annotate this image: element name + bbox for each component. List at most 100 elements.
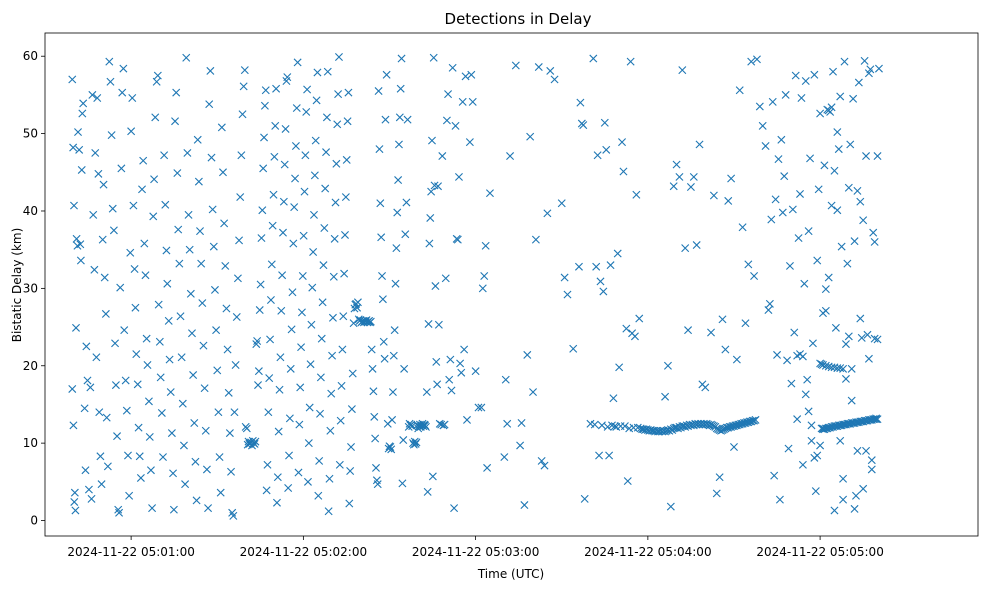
data-point [97,480,106,489]
data-point [603,422,612,431]
data-point [293,58,302,67]
y-tick: 10 [23,436,45,450]
y-tick: 0 [30,514,45,528]
data-point [844,183,853,192]
data-point [81,466,90,475]
data-point [235,236,244,245]
data-point [366,317,375,326]
data-point [520,501,529,510]
data-point [456,359,465,368]
data-point [310,210,318,219]
data-point [793,415,802,424]
data-point [165,355,174,364]
data-point [597,421,606,430]
data-point [306,360,315,369]
data-point [70,201,78,210]
data-point [238,110,247,119]
data-point [599,287,608,296]
scatter-markers [68,53,883,520]
data-point [316,409,325,418]
data-point [870,334,879,343]
axes-spine [44,32,979,537]
data-point [537,456,546,465]
data-point [342,155,351,164]
data-point [292,104,301,113]
data-point [506,152,515,161]
data-point [444,90,453,99]
data-point [467,70,476,79]
data-point [146,466,155,475]
data-point [853,186,862,195]
data-point [276,353,285,362]
data-point [369,387,378,396]
data-point [239,82,248,91]
data-point [225,429,234,438]
data-point [311,136,320,145]
data-point [531,235,540,244]
chart-title: Detections in Delay [445,10,592,28]
data-point [630,332,639,341]
data-point [169,505,178,514]
data-point [319,261,328,270]
data-point [807,421,816,430]
data-point [460,345,469,354]
data-point [140,239,149,248]
data-point [709,191,718,200]
data-point [173,169,182,178]
data-point [833,206,842,215]
data-point [161,200,170,209]
data-point [178,399,187,408]
data-point [663,361,672,370]
data-point [377,233,386,242]
x-tick-label: 2024-11-22 05:05:00 [756,545,883,559]
data-point [820,161,829,170]
data-point [317,334,326,343]
data-point [128,94,137,102]
data-point [316,373,325,382]
plot-background [45,33,978,536]
data-point [119,64,128,73]
data-point [695,140,704,149]
data-point [86,383,95,392]
data-point [322,113,331,122]
data-point [869,228,878,237]
data-point [123,451,132,460]
data-point [197,259,206,268]
data-point [218,168,227,177]
x-tick-label: 2024-11-22 05:01:00 [67,545,194,559]
data-point [830,506,839,515]
data-point [849,94,858,103]
data-point [368,364,377,373]
data-point [540,461,549,470]
data-point [102,413,111,422]
data-point [592,262,601,271]
data-point [867,456,876,465]
data-point [290,203,299,212]
data-point [681,244,690,253]
data-point [288,288,297,297]
data-point [867,465,876,474]
data-point [150,175,159,184]
data-point [68,384,77,393]
data-point [724,196,733,205]
data-point [438,152,447,161]
data-point [790,328,799,337]
data-point [287,325,296,334]
data-point [295,420,304,429]
data-point [798,460,807,469]
data-point [83,376,92,385]
data-point [207,153,216,162]
data-point [550,75,559,84]
data-point [344,88,353,97]
data-point [381,115,390,124]
data-point [99,180,108,189]
data-point [821,361,830,370]
data-point [69,143,78,152]
data-point [401,230,410,239]
data-point [185,245,194,254]
data-point [751,415,760,424]
data-point [177,353,186,362]
data-point [810,70,819,79]
data-point [787,379,796,388]
